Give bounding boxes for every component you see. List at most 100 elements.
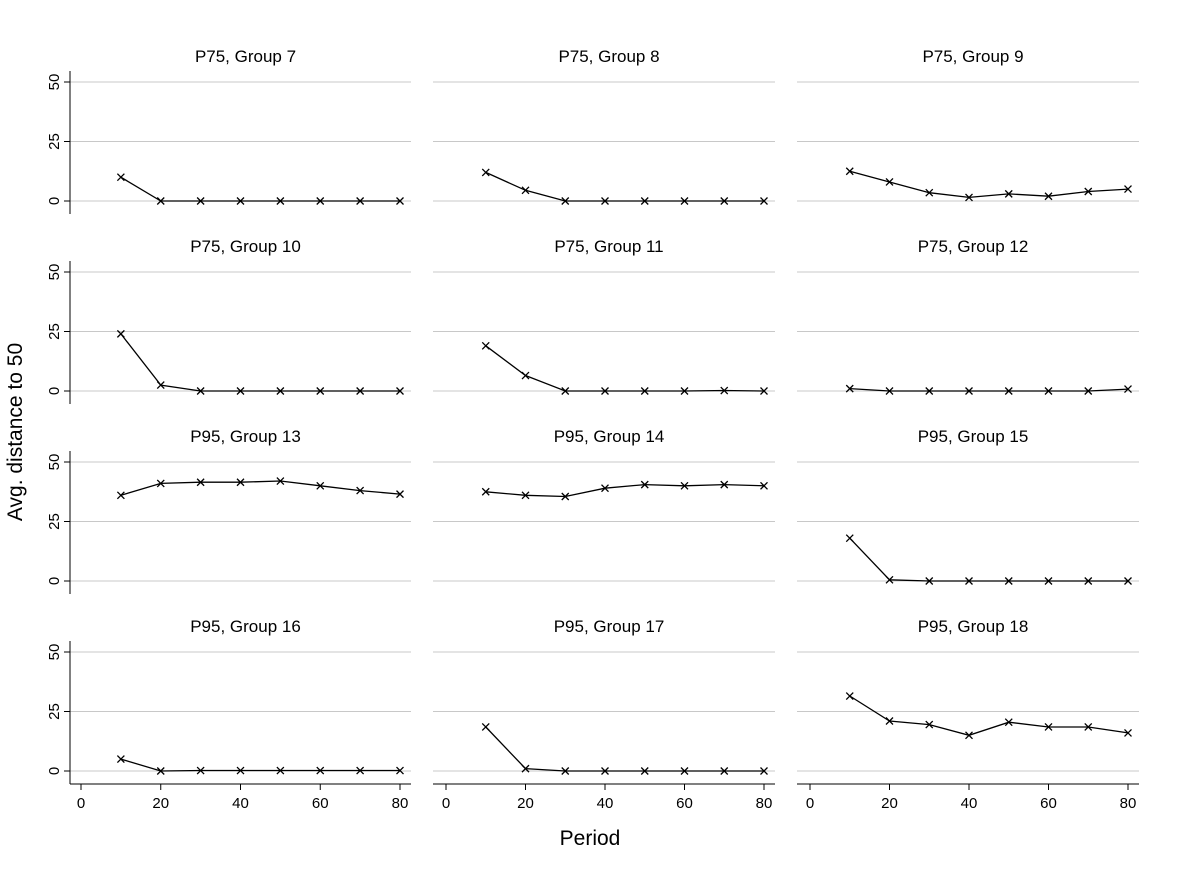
data-point [561, 197, 570, 205]
data-point [925, 577, 934, 585]
x-tick-label: 40 [961, 795, 978, 812]
data-point [1084, 723, 1093, 731]
x-tick-label: 40 [597, 795, 614, 812]
data-point [116, 173, 125, 182]
data-point [276, 387, 285, 395]
data-point [760, 387, 768, 395]
x-tick-label: 0 [442, 795, 450, 812]
panel: P95, Group 14 [433, 427, 775, 582]
data-point [1124, 185, 1132, 194]
panel: P75, Group 9 [797, 47, 1139, 202]
data-point [885, 575, 894, 584]
panel-title: P75, Group 10 [190, 237, 301, 256]
data-point [1084, 387, 1093, 395]
data-point [156, 381, 165, 390]
data-point [925, 188, 934, 197]
data-point [845, 692, 854, 700]
data-point [720, 197, 729, 205]
data-point [116, 329, 125, 338]
data-point [196, 197, 205, 205]
x-tick-label: 80 [392, 795, 409, 812]
series-line [120, 176, 400, 202]
data-point [885, 387, 894, 395]
data-point [521, 764, 530, 773]
data-point [196, 478, 205, 487]
data-point [1084, 577, 1093, 585]
panel: P95, Group 15 [797, 427, 1139, 585]
data-point [601, 197, 609, 205]
data-point [720, 386, 729, 395]
panel-title: P75, Group 11 [554, 237, 663, 256]
data-point [116, 491, 125, 500]
data-point [1124, 385, 1132, 394]
panel-title: P95, Group 14 [554, 427, 665, 446]
x-tick-label: 40 [232, 795, 249, 812]
series-line [849, 387, 1129, 392]
data-point [720, 767, 729, 775]
y-tick-label: 50 [46, 264, 63, 281]
data-point [760, 481, 768, 490]
panel: P75, Group 10 0 25 50 [46, 237, 411, 404]
y-tick-label: 0 [46, 387, 63, 395]
data-point [1044, 387, 1053, 395]
x-tick-label: 80 [756, 795, 773, 812]
y-tick-label: 50 [46, 74, 63, 91]
data-point [356, 486, 365, 495]
x-tick-label: 20 [517, 795, 534, 812]
data-point [481, 487, 490, 496]
panel: P75, Group 12 [797, 237, 1139, 395]
data-point [316, 387, 325, 395]
panel: P95, Group 17 0 20 40 60 80 [433, 617, 775, 812]
data-point [965, 387, 973, 395]
data-point [156, 767, 165, 775]
y-tick-label: 50 [46, 644, 63, 661]
data-point [845, 534, 854, 543]
data-point [481, 168, 490, 177]
data-point [965, 577, 973, 585]
y-tick-label: 25 [46, 703, 63, 720]
data-point [680, 387, 689, 395]
data-point [236, 387, 245, 395]
data-point [965, 193, 973, 202]
data-point [236, 197, 245, 205]
data-point [640, 480, 649, 489]
data-point [601, 484, 609, 493]
data-point [521, 491, 530, 500]
x-tick-label: 60 [676, 795, 693, 812]
series-line [120, 480, 401, 496]
data-point [1124, 577, 1132, 585]
data-point [356, 197, 365, 205]
data-point [680, 767, 689, 775]
data-point [601, 387, 609, 395]
panel: P95, Group 13 0 25 50 [46, 427, 411, 594]
panel: P95, Group 16 0 25 50 0 20 40 60 80 [46, 617, 411, 812]
data-point [316, 481, 325, 490]
x-tick-label: 60 [1040, 795, 1057, 812]
data-point [316, 197, 325, 205]
x-axis-title: Period [560, 827, 621, 850]
data-point [521, 371, 530, 380]
data-point [236, 766, 245, 775]
data-point [680, 481, 689, 490]
x-tick-label: 20 [881, 795, 898, 812]
panel: P95, Group 18 0 20 40 60 80 [797, 617, 1139, 812]
data-point [885, 178, 894, 186]
y-tick-label: 25 [46, 133, 63, 150]
panel-title: P95, Group 17 [554, 617, 665, 636]
data-point [356, 387, 365, 395]
data-point [396, 197, 404, 205]
panel-title: P95, Group 16 [190, 617, 301, 636]
data-point [1124, 728, 1132, 737]
data-point [236, 478, 245, 487]
data-point [680, 197, 689, 205]
data-point [356, 766, 365, 775]
data-point [1004, 577, 1013, 585]
panel-title: P75, Group 7 [195, 47, 296, 66]
data-point [156, 479, 165, 488]
data-point [156, 197, 165, 205]
series-line [849, 537, 1128, 582]
data-point [396, 490, 404, 499]
data-point [925, 387, 934, 395]
x-tick-label: 0 [806, 795, 814, 812]
